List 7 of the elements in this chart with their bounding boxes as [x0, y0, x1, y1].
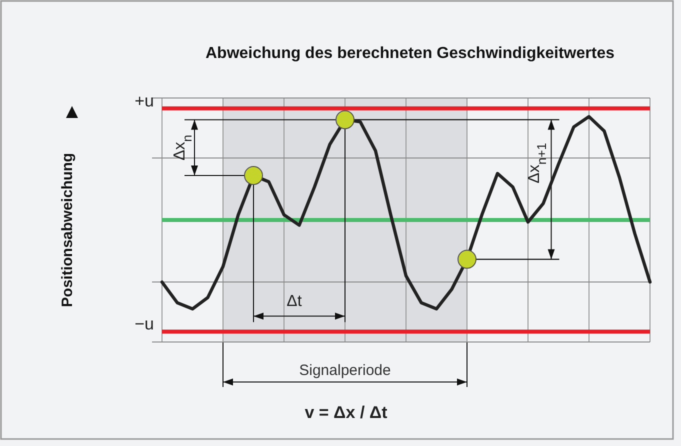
- ref-line-label: −u: [134, 314, 154, 334]
- text: Signalperiode: [299, 362, 391, 379]
- chart-title: Abweichung des berechneten Geschwindigkeitwertes: [206, 45, 615, 62]
- annotation: Δt: [286, 293, 302, 310]
- text: Positionsabweichung: [59, 152, 76, 308]
- text: v = Δx / Δt: [304, 403, 388, 422]
- ref-line-label: +u: [134, 91, 154, 110]
